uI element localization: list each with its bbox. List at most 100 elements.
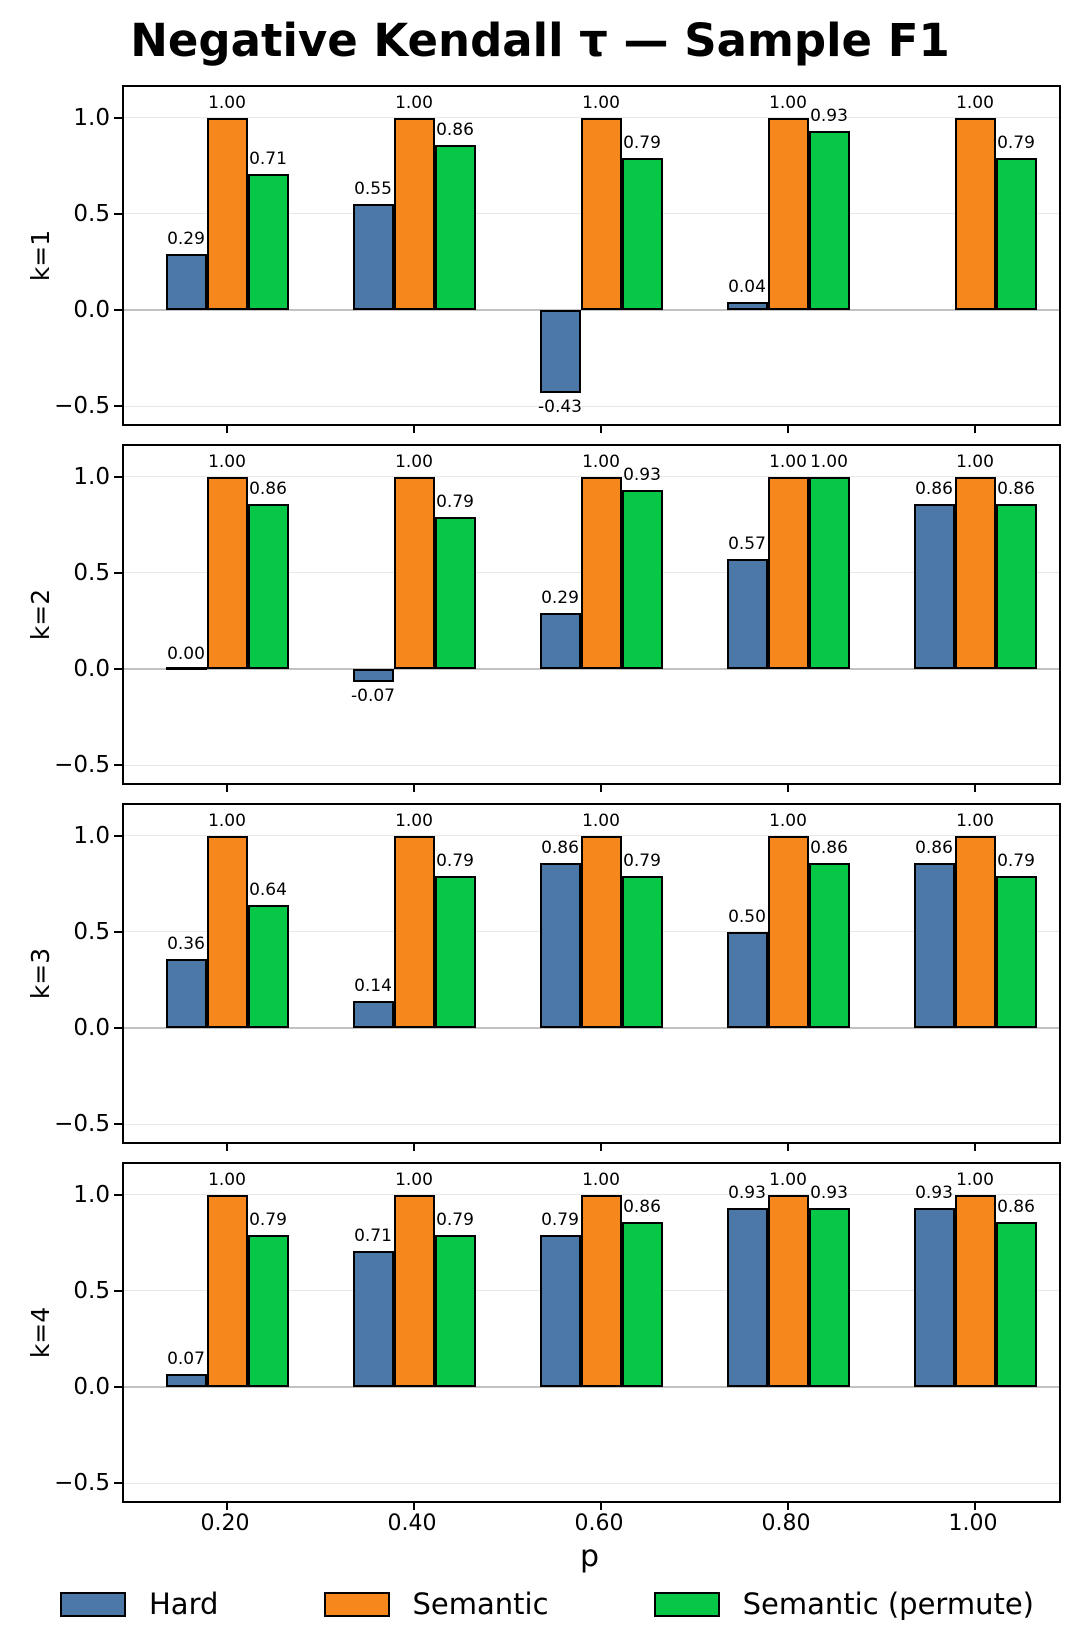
zero-line [124,668,1059,670]
bar-semantic [954,476,996,669]
bar-value-label: 0.04 [728,277,766,298]
bar-value-label: 0.71 [249,148,287,169]
y-tick-label: −0.5 [54,393,110,420]
y-tick-label: 0.0 [73,1374,110,1400]
x-tick-label: 0.60 [574,1511,624,1536]
y-tick-label: 1.0 [73,1181,110,1208]
x-tick-mark [787,783,789,792]
bar-value-label: 0.86 [623,1196,661,1217]
bar-semantic-permute- [247,1235,289,1387]
x-tick-mark [600,424,602,433]
y-tick-mark [114,309,122,311]
bar-value-label: 0.79 [436,1210,474,1231]
bar-value-label: 0.79 [623,133,661,154]
bar-semantic-permute- [434,1235,476,1387]
bar-value-label: 1.00 [582,810,620,831]
subplot-k1: 1.0 0.5 0.0 −0.5 k=1 0.29 0.55 -0.43 0.04 1.00 1.0… [27,85,1061,433]
y-tick-label: 1.0 [73,104,110,131]
bar-hard [913,862,955,1028]
bar-value-label: 0.93 [810,1183,848,1204]
y-tick-mark [114,1027,122,1029]
bar-semantic [580,117,622,310]
bar-semantic [954,835,996,1028]
bar-value-label: 0.36 [167,933,205,954]
bar-hard [165,958,207,1028]
bar-value-label: 1.00 [582,92,620,113]
bar-semantic [206,476,248,669]
bar-value-label: 0.79 [623,851,661,872]
bar-value-label: 0.64 [249,879,287,900]
y-tick-mark [114,668,122,670]
bar-value-label: 1.00 [810,451,848,472]
bar-hard [352,1250,394,1387]
x-tick-mark [974,1501,976,1510]
bar-semantic-permute- [808,476,850,669]
legend: Hard Semantic Semantic (permute) [60,1584,1034,1624]
x-tick-label: 0.40 [387,1511,437,1536]
bar-semantic [580,476,622,669]
bar-value-label: 1.00 [208,1169,246,1190]
bar-hard [165,1373,207,1387]
bar-hard [726,931,768,1028]
y-tick-label: −0.5 [54,1470,110,1497]
y-tick-label: 0.5 [73,1277,110,1304]
bar-value-label: 1.00 [769,451,807,472]
zero-line [124,1027,1059,1029]
y-tick-mark [114,1193,122,1196]
y-tick-mark [114,405,122,408]
bar-semantic-permute- [247,503,289,669]
bar-value-label: 0.86 [436,119,474,140]
bar-value-label: 1.00 [956,810,994,831]
bar-semantic-permute- [808,131,850,310]
bar-value-label: 0.93 [728,1183,766,1204]
bar-semantic [393,117,435,310]
x-tick-mark [226,1501,228,1510]
bar-hard [352,669,394,683]
bar-value-label: 0.79 [249,1210,287,1231]
y-axis-title: k=1 [24,87,58,424]
semantic-permute-swatch-icon [653,1591,720,1617]
y-tick-mark [114,764,122,767]
y-axis-title: k=3 [24,805,58,1142]
bar-semantic [767,835,809,1028]
x-tick-mark [226,424,228,433]
y-tick-mark [114,212,122,215]
y-tick-mark [114,1289,122,1292]
x-tick-mark [600,1142,602,1151]
bar-semantic-permute- [995,1221,1037,1387]
bar-value-label: 0.93 [810,106,848,127]
y-tick-mark [114,1386,122,1388]
x-tick-mark [226,783,228,792]
bar-hard [539,310,581,393]
bar-semantic [767,476,809,669]
bar-value-label: 0.55 [354,179,392,200]
bar-semantic [580,1194,622,1387]
row-label-text: k=2 [26,588,56,641]
bar-hard [539,1235,581,1387]
bar-semantic-permute- [621,876,663,1028]
bar-value-label: 0.93 [623,465,661,486]
bar-value-label: 1.00 [208,92,246,113]
bar-semantic [206,117,248,310]
legend-label: Semantic [412,1587,549,1621]
y-tick-label: 0.0 [73,297,110,323]
bar-semantic-permute- [808,862,850,1028]
y-tick-mark [114,1123,122,1126]
bar-value-label: 0.86 [249,478,287,499]
bar-value-label: 1.00 [769,1169,807,1190]
x-tick-mark [974,424,976,433]
y-tick-label: 0.5 [73,918,110,945]
y-tick-label: 0.0 [73,656,110,682]
bar-value-label: 0.79 [541,1210,579,1231]
bar-semantic-permute- [247,904,289,1028]
bar-value-label: 0.14 [354,976,392,997]
bar-hard [726,1208,768,1387]
x-tick-mark [787,1501,789,1510]
bar-value-label: 0.50 [728,906,766,927]
subplot-k2: 1.0 0.5 0.0 −0.5 k=2 0.00 -0.07 0.29 0.57 0.86 1.0… [27,444,1061,792]
legend-item-hard: Hard [60,1586,218,1622]
bar-semantic-permute- [621,158,663,310]
y-axis-title: k=2 [24,446,58,783]
bar-value-label: 1.00 [769,92,807,113]
bar-hard [352,1001,394,1028]
